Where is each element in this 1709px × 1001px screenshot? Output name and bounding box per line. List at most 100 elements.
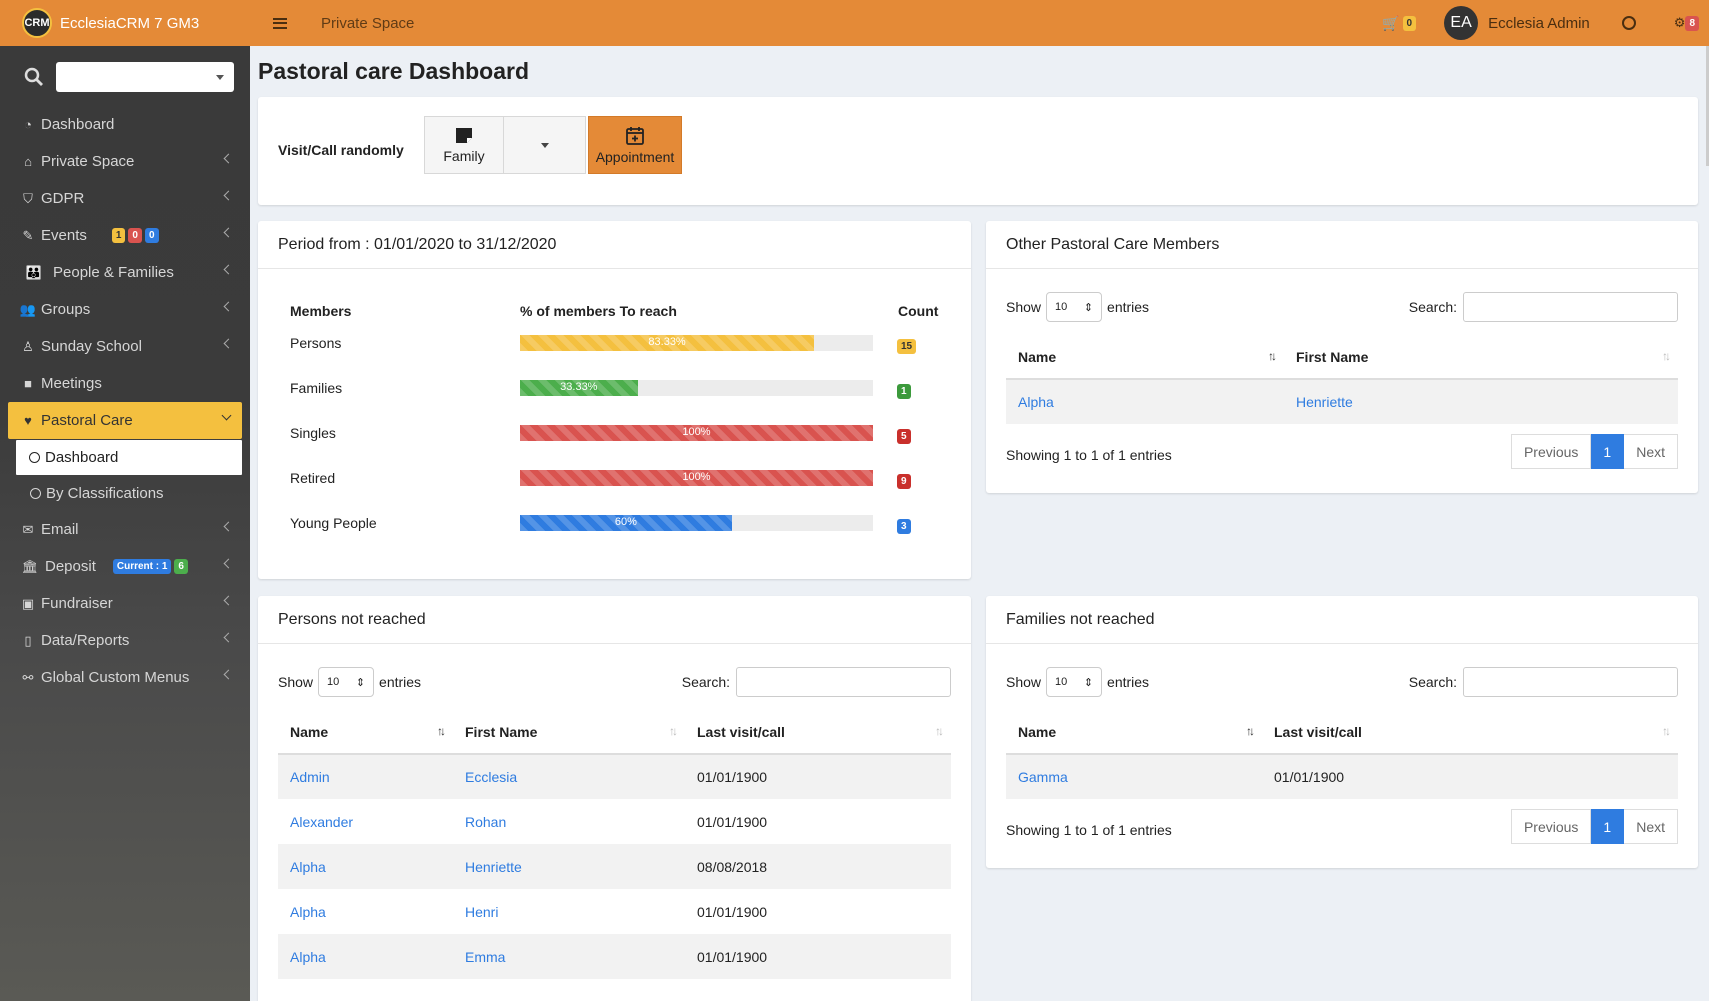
people-icon: 👪 [25,264,43,280]
sort-icon: ↑↓ [935,724,944,738]
sidebar-item-gdpr[interactable]: ⛉ GDPR [0,180,250,217]
person-link[interactable]: Emma [465,948,506,965]
sidebar-item-label: People & Families [53,264,174,281]
sidebar-item-label: Fundraiser [41,595,113,612]
sort-icon: ↑↓ [669,724,678,738]
entries-select[interactable]: 10 [318,667,375,697]
topbar-private-space-link[interactable]: Private Space [321,14,415,32]
sidebar-item-sunday-school[interactable]: ♙ Sunday School [0,328,250,365]
families-search-input[interactable] [1463,667,1678,697]
entries-select[interactable]: 10 [1046,292,1103,322]
visit-label: Visit/Call randomly [278,142,404,158]
gears-icon: ⚙ [1673,15,1686,30]
sidebar-item-people-families[interactable]: 👪 People & Families [0,254,250,291]
cell-last-visit: 01/01/1900 [1262,754,1678,799]
circle-icon [30,488,41,499]
sidebar-item-events[interactable]: ✎ Events 1 0 0 [0,217,250,254]
sidebar-item-label: Private Space [41,153,135,170]
sticky-note-icon [456,127,472,143]
col-first-name-header[interactable]: First Name ↑↓ [1284,335,1678,380]
cart-button[interactable]: 🛒 0 [1382,15,1417,32]
sidebar-subitem-by-classifications[interactable]: By Classifications [0,476,250,511]
entries-select[interactable]: 10 [1046,667,1103,697]
persons-not-reached-box: Persons not reached Show 10 entries Search… [258,596,971,1001]
sidebar-item-private-space[interactable]: ⌂ Private Space [0,143,250,180]
sidebar-item-label: Events [41,227,87,244]
support-icon[interactable] [1621,16,1636,30]
cell-last-visit: 01/01/1900 [697,813,768,830]
person-link[interactable]: Henriette [465,858,522,875]
sidebar-item-groups[interactable]: 👥 Groups [0,291,250,328]
other-members-table: Name ↑↓ First Name ↑↓ Alpha Henriette [1006,335,1678,424]
sidebar-item-meetings[interactable]: ■ Meetings [0,365,250,402]
person-link[interactable]: Alpha [290,903,326,920]
count-badge: 15 [897,339,917,354]
col-name-header[interactable]: Name ↑↓ [1006,710,1262,755]
persons-search-input[interactable] [736,667,951,697]
other-members-search-input[interactable] [1463,292,1678,322]
visit-box: Visit/Call randomly Family Appointment [258,97,1698,205]
person-link[interactable]: Admin [290,769,330,785]
col-last-visit-header[interactable]: Last visit/call ↑↓ [685,710,951,755]
col-last-visit-header[interactable]: Last visit/call ↑↓ [1262,710,1678,755]
header-label: First Name [1296,348,1369,365]
notifications-button[interactable]: ⚙ 8 [1674,15,1699,31]
count-badge: 1 [897,384,911,399]
cell-last-visit: 01/01/1900 [697,903,768,920]
search-control: Search: [1409,292,1678,322]
previous-button[interactable]: Previous [1510,434,1592,469]
sidebar-item-dashboard[interactable]: ◔ Dashboard [0,106,250,143]
entries-label: entries [1107,299,1150,315]
sidebar-item-pastoral-care[interactable]: ♥ Pastoral Care [8,402,242,439]
stats-rows: Persons 83.33% 15 Families 33.33% 1 Singles 100… [290,327,940,552]
person-link[interactable]: Ecclesia [465,769,518,785]
sidebar-item-deposit[interactable]: 🏛 Deposit Current : 1 6 [0,548,250,585]
sidebar-item-fundraiser[interactable]: ▣ Fundraiser [0,585,250,622]
person-link[interactable]: Alpha [290,858,326,875]
page-1-button[interactable]: 1 [1591,434,1625,469]
cell-first-name: Ecclesia [453,754,685,799]
sidebar-item-global-custom-menus[interactable]: ⚯ Global Custom Menus [0,659,250,696]
person-link[interactable]: Rohan [465,813,507,830]
entries-value: 10 [327,676,340,688]
chevron-left-icon [223,521,234,532]
table-row: Alpha Emma 01/01/1900 [278,934,951,979]
cell-first-name: Henriette [453,844,685,889]
next-button[interactable]: Next [1624,809,1678,844]
search-icon[interactable] [24,67,44,87]
col-count: Count [898,303,939,319]
sidebar-item-email[interactable]: ✉ Email [0,511,250,548]
cell-last-visit: 08/08/2018 [685,844,951,889]
person-link[interactable]: Henriette [1296,394,1353,410]
col-first-name-header[interactable]: First Name ↑↓ [453,710,685,755]
page-1-button[interactable]: 1 [1591,809,1625,844]
person-link[interactable]: Henri [465,903,499,920]
sidebar-search-select[interactable] [56,62,234,92]
person-link[interactable]: Alpha [1018,394,1054,410]
previous-button[interactable]: Previous [1510,809,1592,844]
scrollbar[interactable] [1706,46,1709,166]
person-link[interactable]: Alexander [290,813,354,830]
progress-bar: 83.33% [520,335,815,351]
person-link[interactable]: Alpha [290,948,326,965]
sidebar-subitem-dashboard[interactable]: Dashboard [16,440,242,475]
search-label: Search: [681,674,730,690]
visit-family-button[interactable]: Family [424,116,504,174]
avatar[interactable]: EA [1444,6,1479,40]
stats-row: Families 33.33% 1 [290,372,940,417]
visit-type-dropdown-button[interactable] [504,116,586,174]
family-link[interactable]: Gamma [1018,769,1068,785]
col-name-header[interactable]: Name ↑↓ [1006,335,1284,380]
col-name-header[interactable]: Name ↑↓ [278,710,453,755]
entries-label: entries [1107,674,1150,690]
cell-name: Alpha [278,934,453,979]
next-button[interactable]: Next [1624,434,1678,469]
appointment-button[interactable]: Appointment [588,116,682,174]
sidebar-menu: ◔ Dashboard ⌂ Private Space ⛉ GDPR ✎ Events … [0,106,250,696]
user-name[interactable]: Ecclesia Admin [1488,14,1590,32]
families-controls: Show 10 entries Search: [1006,665,1678,699]
hamburger-icon[interactable] [273,17,287,29]
sidebar-item-data-reports[interactable]: ▯ Data/Reports [0,622,250,659]
envelope-icon: ✉ [22,521,34,537]
brand[interactable]: CRM EcclesiaCRM 7 GM3 [0,0,250,46]
